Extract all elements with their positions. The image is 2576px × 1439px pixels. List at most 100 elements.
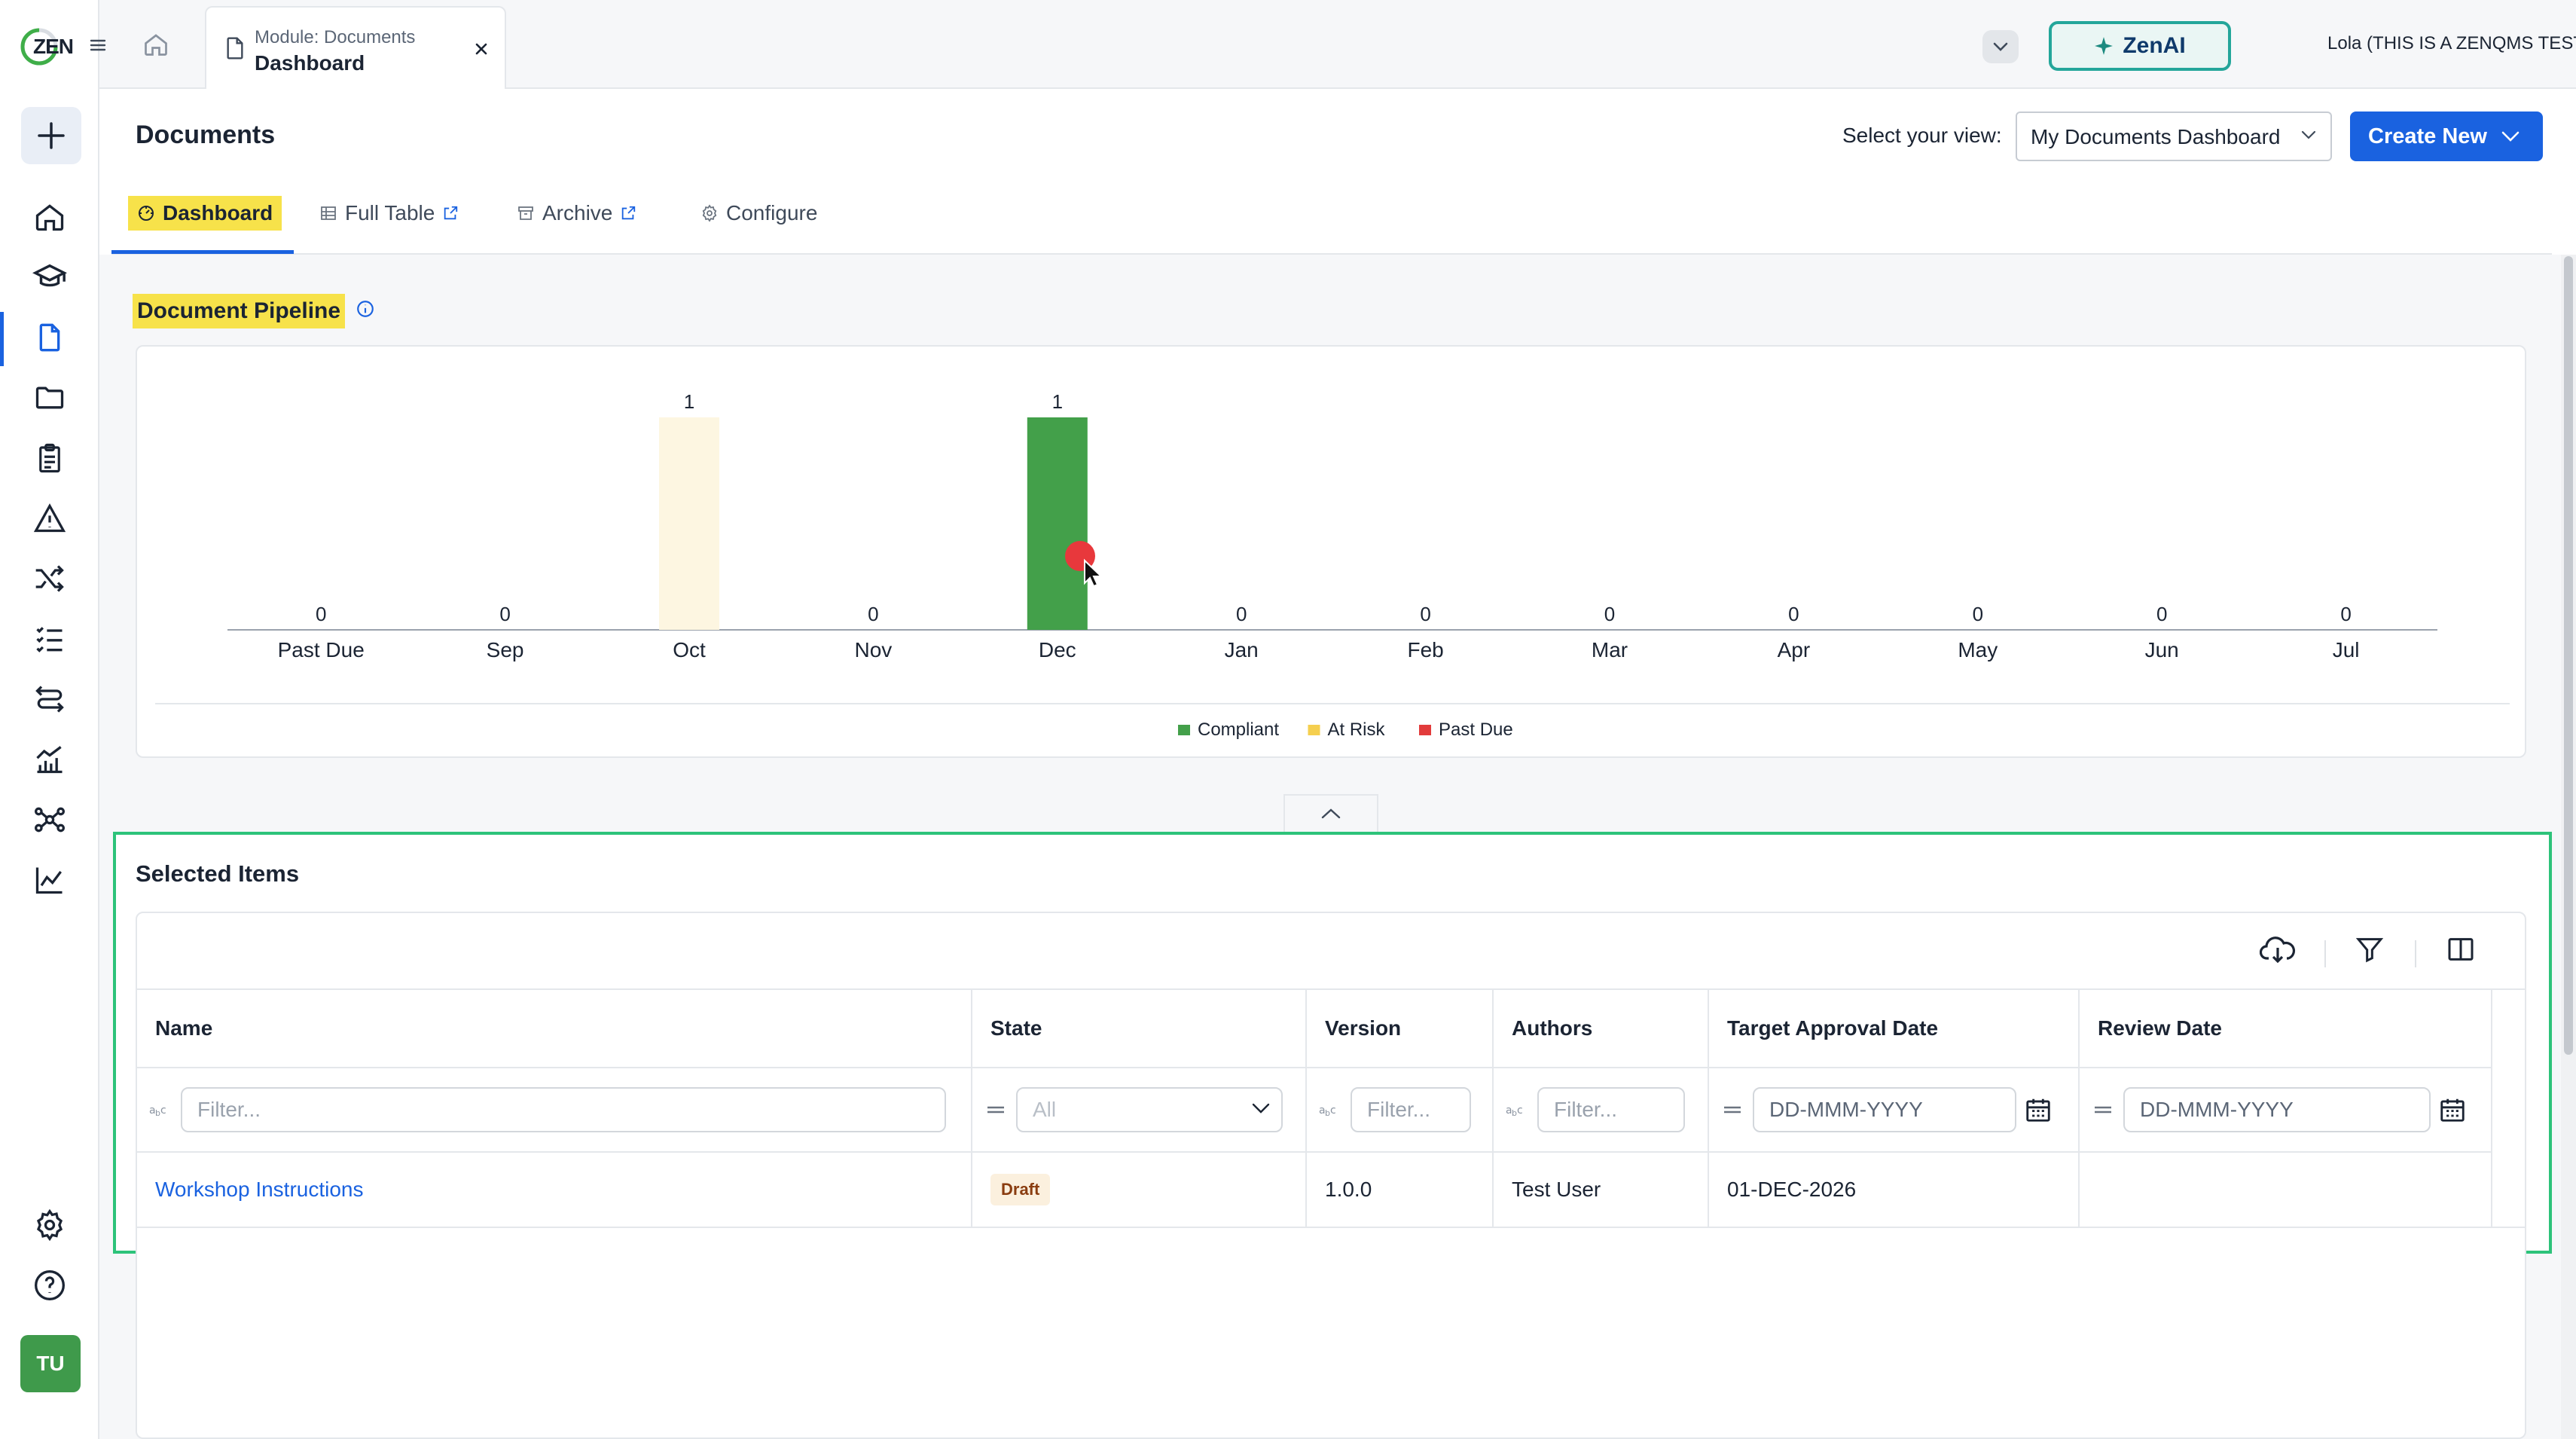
authors-filter-input[interactable]: Filter... — [1537, 1087, 1685, 1132]
tab-page-label: Dashboard — [255, 51, 365, 75]
x-tick-label: May — [1958, 638, 1998, 661]
external-link-icon — [444, 206, 458, 220]
tab-configure[interactable]: Configure — [700, 196, 817, 231]
tab-archive[interactable]: Archive — [517, 196, 636, 231]
data-label: 0 — [1788, 603, 1799, 625]
menu-toggle-icon[interactable] — [87, 35, 108, 56]
cloud-download-icon[interactable] — [2260, 934, 2296, 964]
table-icon — [321, 206, 336, 220]
pipeline-chart: 0 Past Due 0 Sep 1 Oct 0 Nov 1 Dec 0 Jan 0 Feb 0 Mar 0 Ap… — [136, 345, 2526, 758]
folder-icon[interactable] — [27, 375, 72, 420]
chevron-down-icon — [1993, 42, 2008, 51]
account-name[interactable]: Lola (THIS IS A ZENQMS TEST ACCOUNT) — [2327, 33, 2576, 53]
legend-swatch — [1419, 725, 1431, 735]
table-row[interactable]: Workshop Instructions Draft 1.0.0 Test U… — [137, 1152, 2492, 1228]
checklist-icon[interactable] — [27, 616, 72, 661]
x-tick-label: Oct — [673, 638, 706, 661]
review-date-filter[interactable]: DD-MMM-YYYY — [2123, 1087, 2431, 1132]
active-indicator — [0, 312, 4, 366]
column-header-state[interactable]: State — [972, 988, 1307, 1068]
add-button[interactable] — [21, 107, 81, 164]
x-tick-label: Past Due — [278, 638, 365, 661]
document-icon[interactable] — [27, 315, 72, 360]
target-approval-date-filter[interactable]: DD-MMM-YYYY — [1753, 1087, 2016, 1132]
x-tick-label: Apr — [1778, 638, 1811, 661]
equals-filter-mode-icon[interactable] — [1720, 1104, 1745, 1115]
calendar-icon[interactable] — [2438, 1095, 2467, 1125]
help-icon[interactable] — [27, 1263, 72, 1308]
version-cell: 1.0.0 — [1306, 1152, 1494, 1228]
x-tick-label: Nov — [855, 638, 893, 661]
state-filter-select[interactable]: All — [1016, 1087, 1283, 1132]
collapse-toggle[interactable] — [1283, 794, 1378, 832]
warning-icon[interactable] — [27, 496, 72, 541]
tab-full-table[interactable]: Full Table — [319, 196, 459, 231]
clipboard-icon[interactable] — [27, 435, 72, 481]
zen-logo[interactable]: ZEN — [20, 24, 78, 69]
scrollbar-thumb[interactable] — [2564, 256, 2573, 1055]
legend-label: Past Due — [1439, 720, 1513, 740]
document-icon — [227, 37, 243, 60]
legend-label: At Risk — [1328, 720, 1386, 740]
version-filter-input[interactable]: Filter... — [1351, 1087, 1471, 1132]
equals-filter-mode-icon[interactable] — [983, 1104, 1009, 1115]
chart-bar-oct — [659, 417, 719, 630]
chevron-up-icon — [1321, 808, 1341, 819]
svg-text:a: a — [1506, 1104, 1512, 1117]
column-header-version[interactable]: Version — [1306, 988, 1494, 1068]
data-label: 0 — [316, 603, 326, 625]
x-tick-label: Sep — [487, 638, 524, 661]
calendar-icon[interactable] — [2024, 1095, 2053, 1125]
grid-spacer-column — [2492, 988, 2525, 1228]
x-tick-label: Jul — [2333, 638, 2360, 661]
chart-line-icon[interactable] — [27, 857, 72, 903]
tab-documents-dashboard[interactable]: Module: Documents Dashboard — [205, 6, 506, 89]
data-label: 0 — [868, 603, 878, 625]
document-name-link[interactable]: Workshop Instructions — [155, 1178, 364, 1201]
external-link-icon — [622, 206, 636, 220]
equals-filter-mode-icon[interactable] — [2090, 1104, 2116, 1115]
chevron-down-icon — [1252, 1103, 1270, 1114]
training-icon[interactable] — [27, 255, 72, 300]
archive-icon — [518, 206, 533, 220]
tab-module-label: Module: Documents — [255, 27, 416, 47]
view-select[interactable]: My Documents Dashboard — [2016, 112, 2332, 161]
info-icon[interactable] — [356, 299, 375, 319]
page-title: Documents — [136, 121, 276, 149]
column-header-authors[interactable]: Authors — [1493, 988, 1709, 1068]
name-filter-input[interactable]: Filter... — [181, 1087, 946, 1132]
tab-full-table-label: Full Table — [345, 201, 435, 225]
data-label: 0 — [1973, 603, 1983, 625]
zenai-button[interactable]: ZenAI — [2049, 21, 2231, 71]
analytics-icon[interactable] — [27, 737, 72, 782]
tab-dashboard[interactable]: Dashboard — [128, 196, 282, 231]
shuffle-icon[interactable] — [27, 556, 72, 601]
data-label: 1 — [1052, 390, 1063, 413]
columns-icon[interactable] — [2445, 934, 2477, 964]
zenai-label: ZenAI — [2123, 33, 2186, 58]
settings-icon[interactable] — [27, 1202, 72, 1248]
column-header-review-date[interactable]: Review Date — [2079, 988, 2492, 1068]
close-icon[interactable] — [473, 41, 490, 57]
logo-text: ZEN — [33, 35, 74, 58]
column-header-name[interactable]: Name — [137, 988, 972, 1068]
toolbar-divider — [2324, 940, 2326, 967]
chevron-down-icon — [2501, 131, 2520, 142]
avatar[interactable]: TU — [20, 1335, 81, 1392]
legend-swatch — [1178, 725, 1190, 735]
home-tab-icon[interactable] — [137, 26, 175, 63]
home-icon[interactable] — [27, 194, 72, 240]
target-approval-date-cell: 01-DEC-2026 — [1708, 1152, 2080, 1228]
filter-icon[interactable] — [2355, 934, 2385, 964]
svg-text:b: b — [1325, 1108, 1330, 1118]
network-icon[interactable] — [27, 797, 72, 842]
create-new-button[interactable]: Create New — [2350, 112, 2543, 161]
column-header-target-approval-date[interactable]: Target Approval Date — [1708, 988, 2080, 1068]
tab-archive-label: Archive — [542, 201, 613, 225]
active-tab-underline — [111, 250, 294, 254]
workflow-icon[interactable] — [27, 677, 72, 722]
tabs-dropdown-button[interactable] — [1982, 30, 2019, 63]
